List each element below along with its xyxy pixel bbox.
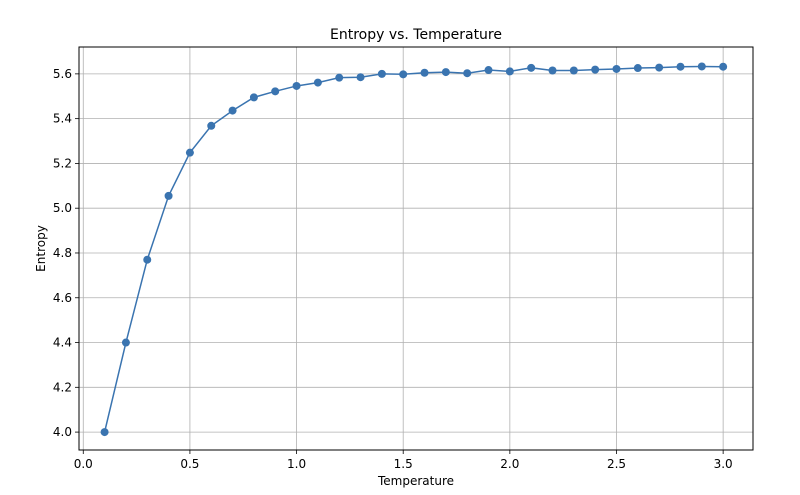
data-point — [719, 62, 728, 71]
data-point — [356, 73, 365, 82]
data-point — [527, 63, 536, 72]
plot-frame — [78, 46, 754, 451]
y-tick-label: 4.2 — [53, 380, 72, 394]
data-point — [121, 338, 130, 347]
data-point — [591, 65, 600, 74]
x-axis-label: Temperature — [377, 474, 454, 488]
data-point — [100, 428, 109, 437]
y-tick-label: 5.2 — [53, 156, 72, 170]
data-point — [271, 87, 280, 96]
data-point — [207, 121, 216, 130]
y-tick-label: 4.0 — [53, 425, 72, 439]
data-point — [505, 67, 514, 76]
data-point — [441, 68, 450, 77]
x-tick-label: 0.5 — [180, 457, 199, 471]
data-point — [420, 68, 429, 77]
y-tick-label: 4.6 — [53, 291, 72, 305]
data-point — [185, 148, 194, 157]
y-tick-label: 4.4 — [53, 336, 72, 350]
y-ticks: 4.0 4.2 4.4 4.6 4.8 5.0 5.2 5.4 5.6 — [53, 67, 79, 439]
data-point — [676, 62, 685, 71]
data-point — [164, 191, 173, 200]
y-tick-label: 5.0 — [53, 201, 72, 215]
x-tick-label: 2.0 — [500, 457, 519, 471]
data-point — [249, 93, 258, 102]
x-tick-label: 1.0 — [287, 457, 306, 471]
data-point — [655, 63, 664, 72]
y-tick-label: 5.4 — [53, 112, 72, 126]
data-point — [335, 73, 344, 82]
data-point — [377, 69, 386, 78]
data-point — [292, 81, 301, 90]
x-tick-label: 2.5 — [607, 457, 626, 471]
y-tick-label: 5.6 — [53, 67, 72, 81]
y-tick-label: 4.8 — [53, 246, 72, 260]
grid — [79, 47, 753, 450]
data-point — [484, 66, 493, 75]
data-point — [569, 66, 578, 75]
x-tick-label: 1.5 — [394, 457, 413, 471]
series-layer — [100, 62, 728, 437]
data-point — [612, 64, 621, 73]
x-tick-label: 3.0 — [714, 457, 733, 471]
data-point — [228, 106, 237, 115]
x-ticks: 0.0 0.5 1.0 1.5 2.0 2.5 3.0 — [74, 450, 733, 471]
data-point — [548, 66, 557, 75]
data-point — [313, 78, 322, 87]
y-axis-label: Entropy — [34, 225, 48, 272]
data-point — [399, 70, 408, 79]
data-point — [463, 69, 472, 78]
data-point — [697, 62, 706, 71]
x-tick-label: 0.0 — [74, 457, 93, 471]
data-point — [143, 255, 152, 264]
data-point — [633, 64, 642, 73]
chart-title: Entropy vs. Temperature — [330, 27, 502, 43]
